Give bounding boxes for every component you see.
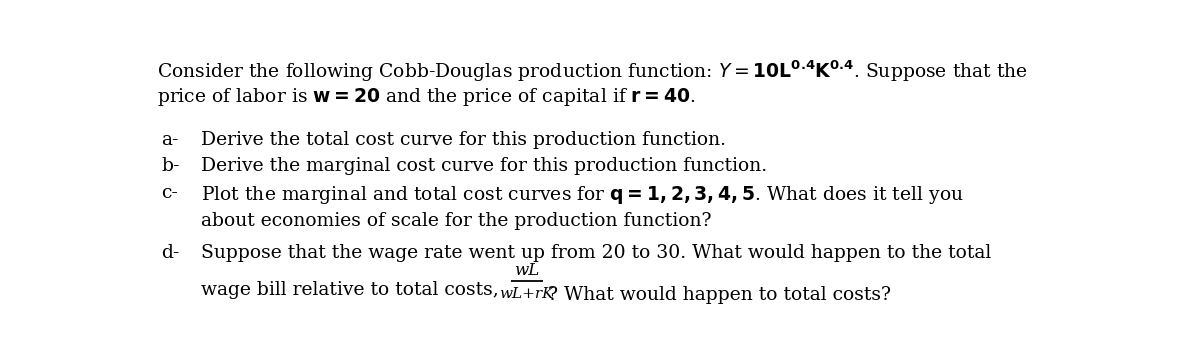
Text: Consider the following Cobb-Douglas production function: $Y = \mathbf{10L^{0.4}K: Consider the following Cobb-Douglas prod…	[157, 58, 1028, 84]
Text: about economies of scale for the production function?: about economies of scale for the product…	[202, 213, 712, 231]
Text: ? What would happen to total costs?: ? What would happen to total costs?	[548, 286, 892, 304]
Text: wL+rK: wL+rK	[499, 287, 554, 301]
Text: d-: d-	[161, 244, 180, 262]
Text: c-: c-	[161, 184, 178, 202]
Text: a-: a-	[161, 131, 179, 149]
Text: Suppose that the wage rate went up from 20 to 30. What would happen to the total: Suppose that the wage rate went up from …	[202, 244, 991, 262]
Text: Derive the total cost curve for this production function.: Derive the total cost curve for this pro…	[202, 131, 726, 149]
Text: Plot the marginal and total cost curves for $\mathbf{q = 1, 2, 3, 4, 5}$. What d: Plot the marginal and total cost curves …	[202, 184, 964, 205]
Text: b-: b-	[161, 158, 180, 175]
Text: price of labor is $\mathbf{w = 20}$ and the price of capital if $\mathbf{r = 40}: price of labor is $\mathbf{w = 20}$ and …	[157, 86, 696, 108]
Text: wage bill relative to total costs,: wage bill relative to total costs,	[202, 281, 499, 299]
Text: wL: wL	[514, 262, 539, 279]
Text: Derive the marginal cost curve for this production function.: Derive the marginal cost curve for this …	[202, 158, 767, 175]
